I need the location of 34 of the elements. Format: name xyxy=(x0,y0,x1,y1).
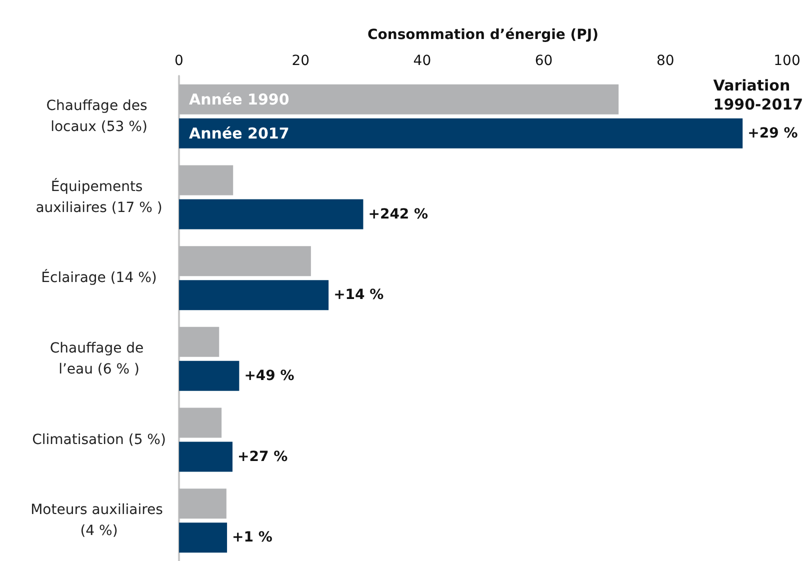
x-tick-label: 40 xyxy=(413,53,432,69)
x-axis-title: Consommation d’énergie (PJ) xyxy=(367,27,599,43)
bar xyxy=(179,326,220,357)
annotation: +14 % xyxy=(334,287,384,304)
y-tick-label: Éclairage (14 %) xyxy=(41,269,157,286)
annotation: +49 % xyxy=(244,368,294,384)
y-tick-label: Équipements auxiliaires (17 % ) xyxy=(36,178,162,216)
bar xyxy=(179,280,329,310)
annotation: +242 % xyxy=(368,206,428,222)
annotation: +27 % xyxy=(238,448,288,465)
annotation: Variation 1990-2017 xyxy=(713,76,804,114)
annotation: +1 % xyxy=(232,530,272,546)
x-tick-label: 60 xyxy=(534,53,553,69)
bar xyxy=(179,442,233,472)
y-tick-label: Chauffage des locaux (53 %) xyxy=(46,98,152,135)
bar xyxy=(179,246,311,276)
annotation: +29 % xyxy=(748,125,798,142)
series-label: Année 2017 xyxy=(189,124,290,142)
bar xyxy=(179,199,364,230)
bar xyxy=(179,408,222,438)
bar xyxy=(179,522,228,553)
y-tick-label: Chauffage de l’eau (6 % ) xyxy=(50,340,148,378)
bar xyxy=(179,165,234,196)
bar xyxy=(179,488,226,519)
y-tick-label: Moteurs auxiliaires (4 %) xyxy=(30,502,168,540)
bar xyxy=(179,360,240,391)
x-tick-label: 0 xyxy=(174,53,184,69)
y-tick-label: Climatisation (5 %) xyxy=(32,432,166,448)
bar xyxy=(179,84,619,114)
x-tick-label: 100 xyxy=(774,53,800,69)
x-tick-label: 20 xyxy=(292,53,310,69)
x-tick-label: 80 xyxy=(656,53,674,69)
series-label: Année 1990 xyxy=(189,90,290,108)
bar xyxy=(179,118,743,148)
